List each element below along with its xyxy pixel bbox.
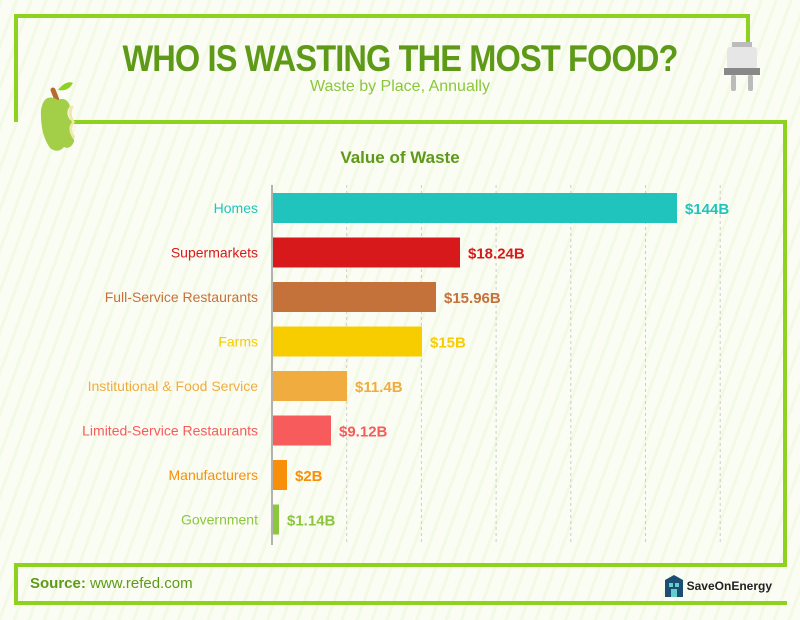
bar [273, 504, 279, 535]
apple-icon [40, 82, 75, 151]
category-label: Supermarkets [171, 245, 258, 261]
chart-title: Value of Waste [340, 148, 460, 167]
category-label: Limited-Service Restaurants [82, 423, 258, 439]
bar [273, 326, 422, 357]
bar [273, 237, 460, 268]
page-title: WHO IS WASTING THE MOST FOOD? [122, 38, 678, 79]
bar [273, 460, 287, 490]
category-label: Government [181, 512, 258, 528]
frame-line [14, 14, 750, 18]
value-label: $11.4B [355, 379, 403, 396]
value-label: $2B [295, 468, 323, 485]
category-label: Manufacturers [169, 467, 258, 483]
bar [273, 415, 331, 446]
value-label: $18.24B [468, 246, 525, 263]
footer-border [14, 563, 18, 605]
brand-logo: SaveOnEnergy [664, 575, 772, 597]
frame-line [14, 14, 18, 122]
plug-icon [724, 42, 760, 91]
bar [273, 282, 436, 312]
value-label: $15.96B [444, 290, 501, 307]
category-label: Farms [218, 334, 258, 350]
value-label: $1.14B [287, 513, 336, 530]
bar [273, 371, 347, 401]
frame-line [783, 120, 787, 566]
source-text: Source: www.refed.com [30, 575, 193, 592]
category-label: Homes [214, 200, 258, 216]
source-link[interactable]: www.refed.com [90, 575, 193, 592]
footer-border [14, 601, 787, 605]
value-label: $15B [430, 335, 466, 352]
category-label: Full-Service Restaurants [105, 289, 258, 305]
value-label: $144B [685, 201, 729, 218]
value-label: $9.12B [339, 424, 388, 441]
source-label: Source: [30, 575, 86, 592]
brand-name: SaveOnEnergy [686, 579, 772, 593]
category-label: Institutional & Food Service [88, 378, 259, 394]
frame-line [60, 120, 787, 124]
page-subtitle: Waste by Place, Annually [310, 78, 490, 95]
bar [273, 193, 677, 223]
frame-line [746, 14, 750, 44]
footer-border [14, 563, 787, 567]
building-icon [664, 575, 683, 597]
